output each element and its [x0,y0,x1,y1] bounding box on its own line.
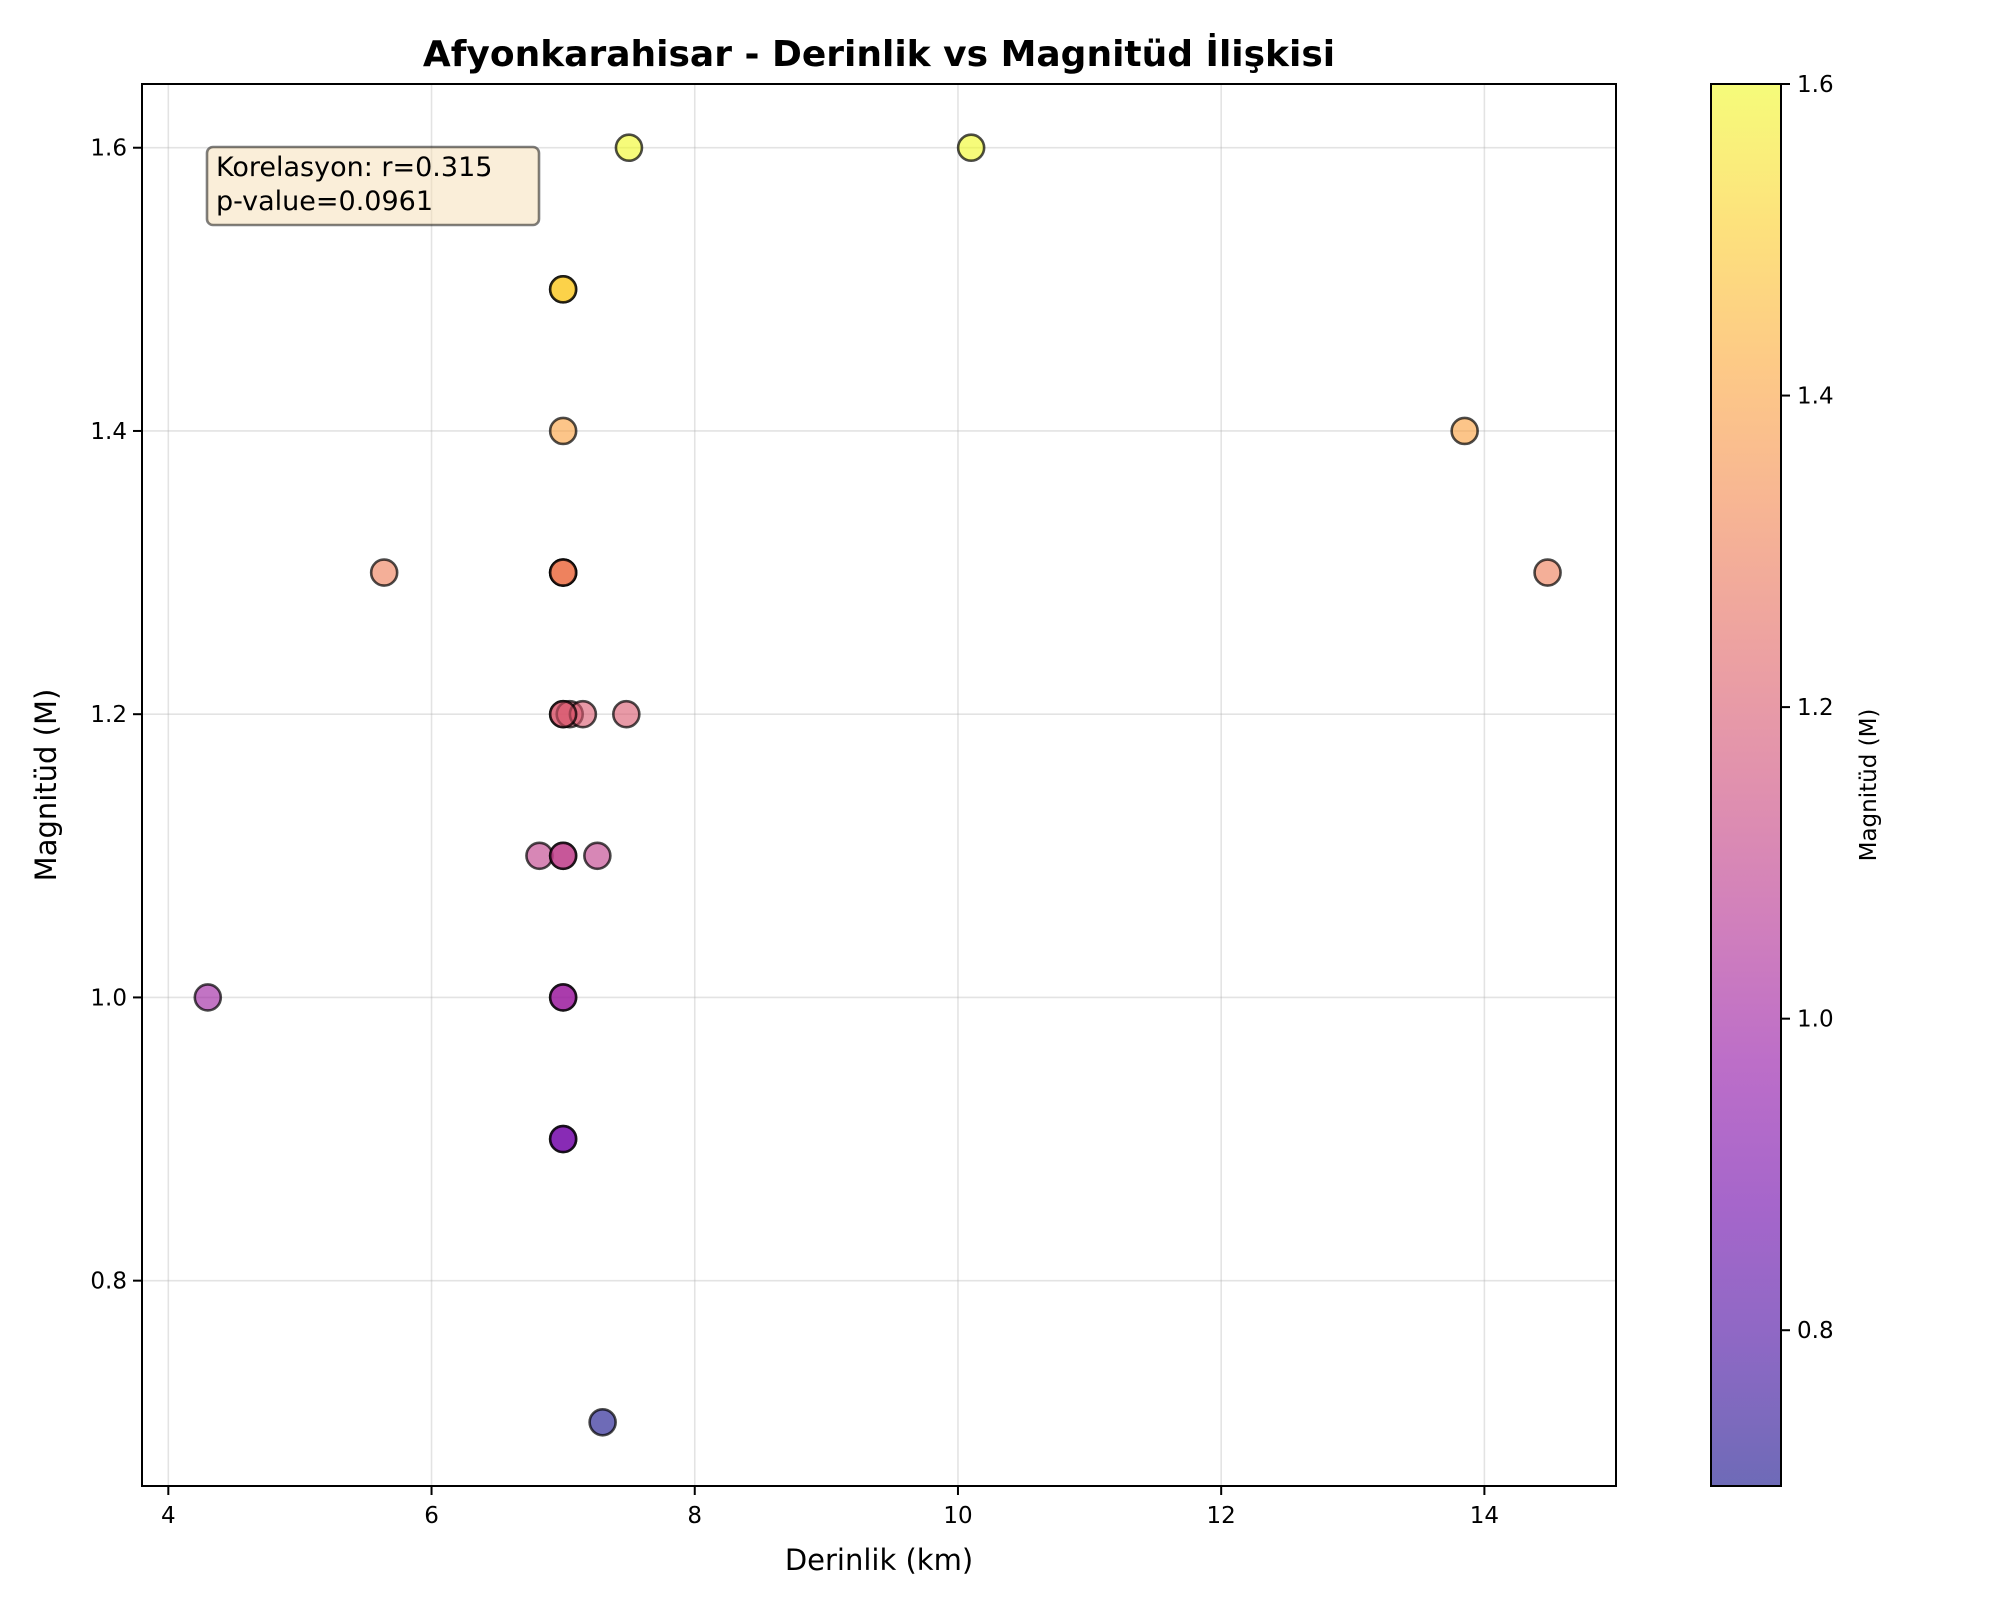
annotation-box: Korelasyon: r=0.315 p-value=0.0961 [205,145,541,227]
colorbar-gradient [1711,84,1781,1486]
annotation-pvalue: p-value=0.0961 [216,186,433,217]
data-point [614,133,644,163]
x-axis-label: Derinlik (km) [785,1543,973,1577]
colorbar-tick-label: 1.0 [1797,1007,1834,1033]
colorbar: 0.8 1.0 1.2 1.4 1.6 Magnitüd (M) [1710,72,1882,1487]
colorbar-tick-label: 0.8 [1797,1318,1834,1344]
chart-title: Afyonkarahisar - Derinlik vs Magnitüd İl… [423,33,1335,75]
data-point [956,133,986,163]
data-point [1450,416,1479,446]
annotation-background [205,145,541,227]
x-tick-label: 8 [687,1503,702,1529]
grid-lines [142,84,1616,1486]
plot-frame [141,83,1617,1487]
colorbar-ticks: 0.8 1.0 1.2 1.4 1.6 [1781,72,1834,1344]
data-point [548,558,578,587]
y-tick-label: 1.4 [90,419,127,445]
data-point [612,699,641,729]
x-tick-label: 14 [1470,1503,1499,1529]
data-point [548,275,578,304]
colorbar-tick-label: 1.4 [1797,384,1834,410]
data-point [588,1407,617,1437]
axis-ticks: 4 6 8 10 12 14 0.8 1.0 1.2 1.4 1.6 [90,136,1499,1529]
data-points [193,133,1562,1437]
data-point [193,983,223,1012]
data-point [525,841,554,871]
y-tick-label: 1.0 [90,985,127,1011]
data-point [548,416,578,446]
data-point [369,558,399,587]
y-tick-label: 1.2 [90,702,127,728]
colorbar-label: Magnitüd (M) [1856,709,1882,862]
x-tick-label: 10 [943,1503,972,1529]
data-point [1533,558,1562,587]
colorbar-tick-label: 1.2 [1797,695,1834,721]
colorbar-tick-label: 1.6 [1797,72,1834,98]
colorbar-frame [1710,83,1782,1487]
y-axis-label: Magnitüd (M) [29,689,63,882]
x-tick-label: 6 [424,1503,439,1529]
y-tick-label: 0.8 [90,1269,127,1295]
data-point [583,841,612,871]
data-point [548,1124,578,1154]
x-tick-label: 12 [1207,1503,1236,1529]
data-point [548,983,578,1012]
y-tick-label: 1.6 [90,136,127,162]
annotation-correlation: Korelasyon: r=0.315 [216,152,492,183]
data-point [548,699,578,729]
x-tick-label: 4 [161,1503,176,1529]
data-point [548,841,578,871]
